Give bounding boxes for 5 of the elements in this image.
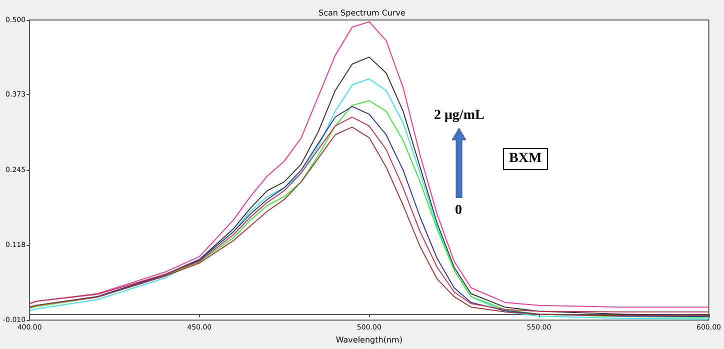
- annotation: 0: [455, 203, 462, 219]
- annotation: 2 μg/mL: [434, 108, 484, 124]
- annotation: BXM: [503, 148, 548, 170]
- chart-title: Scan Spectrum Curve: [318, 8, 406, 18]
- x-axis-title: Wavelength(nm): [336, 336, 402, 344]
